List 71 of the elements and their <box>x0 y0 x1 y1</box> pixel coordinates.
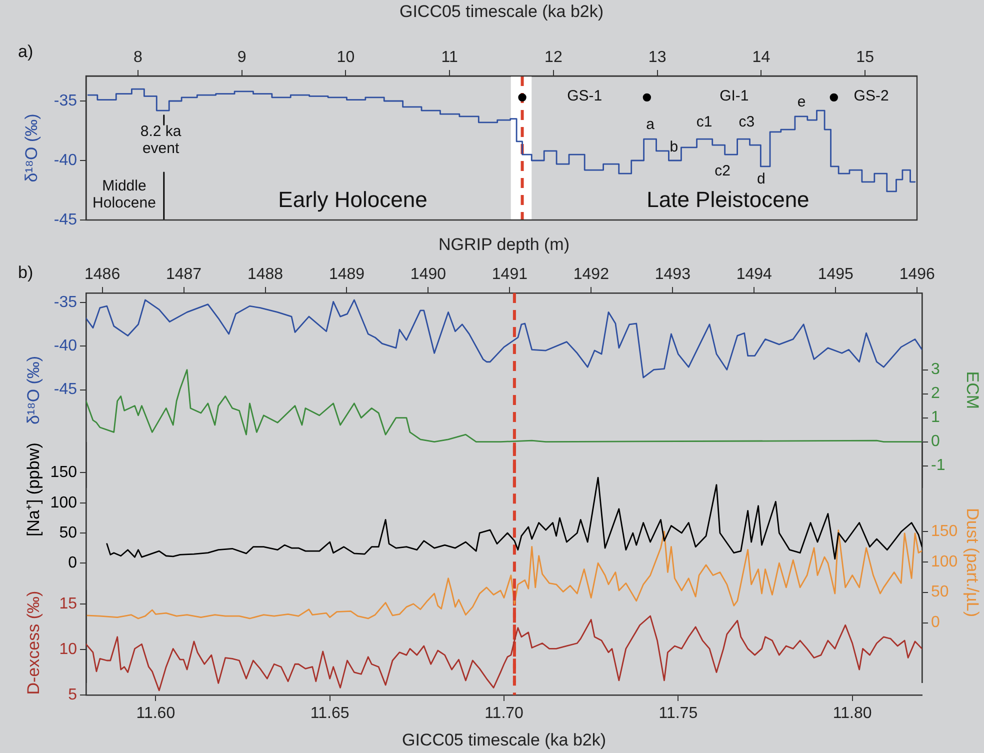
x-tick-label: 13 <box>648 48 666 66</box>
y-tick-label: 100 <box>50 494 78 512</box>
annotation: c3 <box>738 114 755 131</box>
y2-tick-label: 150 <box>931 522 958 540</box>
x-tick-label: 11.80 <box>832 705 872 722</box>
x-tick-label: 12 <box>544 48 562 66</box>
y2-tick-label: 2 <box>931 385 940 402</box>
y2-axis-title: ECM <box>963 371 982 410</box>
y-tick-label: -40 <box>54 338 78 355</box>
y-tick-label: 0 <box>68 554 78 572</box>
annotation: e <box>797 93 806 110</box>
x-tick-label: 14 <box>752 48 770 66</box>
y-axis-title: D-excess (‰) <box>24 590 43 695</box>
y-tick-label: -45 <box>54 211 78 228</box>
x2-tick-label: 1489 <box>328 266 365 283</box>
annotation: d <box>757 170 766 188</box>
text: a) <box>18 42 34 62</box>
y-axis-title: δ¹⁸O (‰) <box>22 114 41 182</box>
x2-tick-label: 1487 <box>166 266 202 283</box>
y-axis-title: [Na⁺] (ppbw) <box>24 442 43 536</box>
annotation: GS-2 <box>854 87 889 104</box>
annotation: b <box>670 138 678 156</box>
y-tick-label: 10 <box>59 641 78 658</box>
annotation: a <box>646 116 656 133</box>
annotation: GI-1 <box>720 87 749 104</box>
x-tick-label: 11.65 <box>310 705 350 722</box>
x-tick-label: 10 <box>336 48 355 66</box>
x2-tick-label: 1493 <box>654 266 691 283</box>
x-tick-label: 11.75 <box>658 705 698 722</box>
y2-tick-label: 3 <box>931 361 940 378</box>
annotation: Late Pleistocene <box>646 187 810 212</box>
y2-tick-label: 0 <box>931 614 940 632</box>
x2-axis-title: NGRIP depth (m) <box>438 234 570 254</box>
x-tick-label: 9 <box>237 48 246 66</box>
y-tick-label: 150 <box>50 464 78 482</box>
y-tick-label: -35 <box>54 294 78 311</box>
annotation: c1 <box>696 114 712 131</box>
x-tick-label: 11 <box>441 48 458 66</box>
x2-tick-label: 1494 <box>736 266 772 283</box>
x2-tick-label: 1496 <box>899 266 936 283</box>
x-axis-title: GICC05 timescale (ka b2k) <box>402 730 606 750</box>
y-tick-label: -40 <box>54 152 78 169</box>
x-tick-label: 11.70 <box>484 705 524 722</box>
text: b) <box>18 263 34 283</box>
x2-tick-label: 1486 <box>84 266 120 283</box>
annotation: Middle Holocene <box>92 178 156 212</box>
y-tick-label: -35 <box>54 92 78 110</box>
y-tick-label: -45 <box>54 381 78 398</box>
y-axis-title: δ¹⁸O (‰) <box>24 356 43 424</box>
x-tick-label: 11.60 <box>136 705 176 722</box>
annotation: 8.2 ka event <box>140 122 182 157</box>
y2-tick-label: 100 <box>931 553 958 570</box>
x-tick-label: 8 <box>133 48 142 66</box>
y2-tick-label: 50 <box>931 584 949 601</box>
y2-axis-title: Dust (part./µL) <box>963 508 982 617</box>
x2-tick-label: 1495 <box>818 266 854 283</box>
y2-tick-label: -1 <box>931 457 946 474</box>
x2-tick-label: 1488 <box>247 266 284 283</box>
y-tick-label: 5 <box>68 686 78 704</box>
x2-tick-label: 1492 <box>573 266 610 283</box>
y2-tick-label: 1 <box>931 409 940 426</box>
x-axis-title: GICC05 timescale (ka b2k) <box>399 2 604 21</box>
x2-tick-label: 1490 <box>410 266 446 283</box>
x2-tick-label: 1491 <box>492 266 528 283</box>
y2-tick-label: 0 <box>931 433 940 450</box>
y-tick-label: 50 <box>59 524 78 542</box>
annotation: c2 <box>714 162 730 180</box>
x-tick-label: 15 <box>856 48 874 66</box>
y-tick-label: 15 <box>59 596 78 613</box>
annotation: Early Holocene <box>278 187 428 212</box>
annotation: GS-1 <box>567 87 602 104</box>
